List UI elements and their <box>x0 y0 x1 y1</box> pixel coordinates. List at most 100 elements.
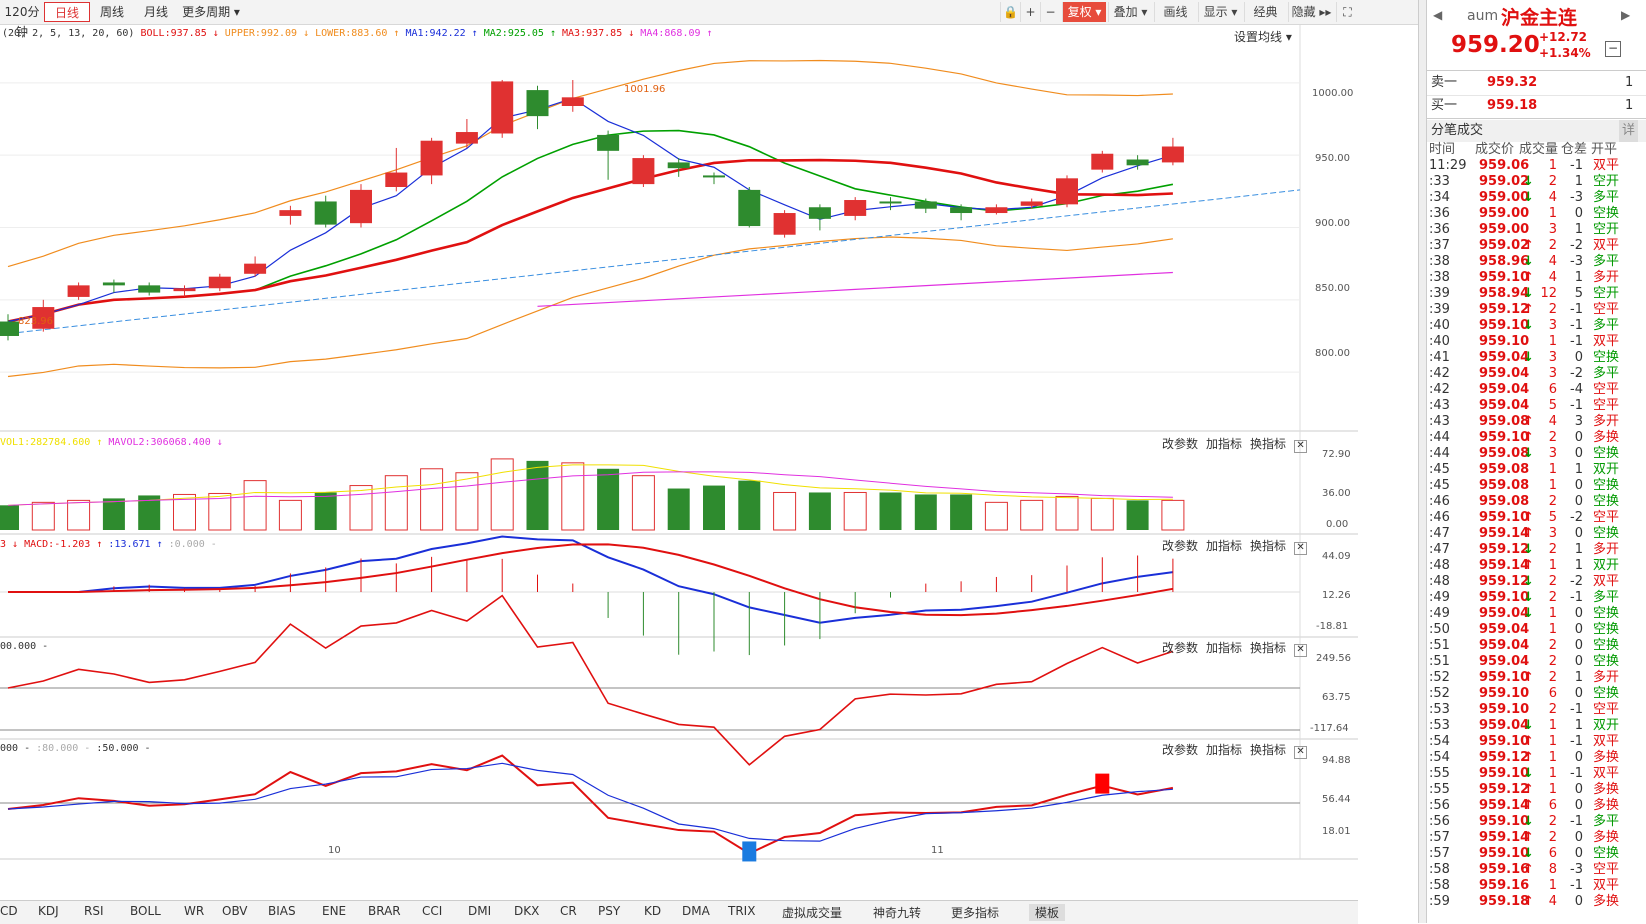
classic-button[interactable]: 经典 <box>1244 2 1286 22</box>
indicator-tab-15[interactable]: DMA <box>682 904 710 918</box>
tick-k: 双平 <box>1593 574 1620 589</box>
indicator-tab-8[interactable]: BRAR <box>368 904 401 918</box>
tick-k: 多平 <box>1593 190 1620 205</box>
ma-settings-button[interactable]: 设置均线 ▾ <box>1234 30 1292 44</box>
tick-row: :54 959.10 ↑ 1 -1 双平 <box>1427 734 1639 750</box>
indicator-tab-14[interactable]: KD <box>644 904 662 918</box>
close-icon[interactable]: ✕ <box>1294 542 1308 555</box>
tick-row: :51 959.04 2 0 空换 <box>1427 654 1639 670</box>
tick-d: 1 <box>1574 558 1583 573</box>
switch-indicator-button[interactable]: 换指标 <box>1250 641 1287 655</box>
tick-a: ↑ <box>1523 526 1534 541</box>
indicator-tab-16[interactable]: TRIX <box>728 904 756 918</box>
tick-v: 5 <box>1548 510 1557 525</box>
tick-t: :45 <box>1429 462 1450 477</box>
zoom-out-button[interactable]: − <box>1040 2 1060 22</box>
tick-k: 多开 <box>1593 270 1620 285</box>
detail-button[interactable]: 详 <box>1619 120 1639 142</box>
tick-t: :42 <box>1429 382 1450 397</box>
tab-120min[interactable]: 120分钟 <box>4 5 40 39</box>
indicator-tab-10[interactable]: DMI <box>468 904 492 918</box>
indicator-tab-7[interactable]: ENE <box>322 904 347 918</box>
tick-row: :42 959.04 6 -4 空平 <box>1427 382 1639 398</box>
tick-a: ↓ <box>1523 846 1534 861</box>
indicator-tab-17[interactable]: 虚拟成交量 <box>782 906 843 920</box>
tick-k: 双平 <box>1593 158 1620 173</box>
indicator-tab-2[interactable]: RSI <box>84 904 104 918</box>
add-indicator-button[interactable]: 加指标 <box>1206 437 1243 451</box>
hide-button[interactable]: 隐藏 ▸▸ <box>1288 2 1334 22</box>
tick-t: :44 <box>1429 430 1450 445</box>
tick-t: :54 <box>1429 734 1450 749</box>
tick-k: 空换 <box>1593 846 1620 861</box>
fullscreen-icon[interactable]: ⛶ <box>1336 2 1358 22</box>
forward-arrow-icon[interactable]: ▶ <box>1621 8 1631 22</box>
back-arrow-icon[interactable]: ◀ <box>1433 8 1443 22</box>
indicator-tab-6[interactable]: BIAS <box>268 904 296 918</box>
modify-params-button[interactable]: 改参数 <box>1162 539 1199 553</box>
add-indicator-button[interactable]: 加指标 <box>1206 641 1243 655</box>
tick-p: 959.08 <box>1479 446 1530 461</box>
tab-weekly[interactable]: 周线 <box>99 5 124 19</box>
modify-params-button[interactable]: 改参数 <box>1162 437 1199 451</box>
kline-chart[interactable]: 1000.00 950.00 900.00 850.00 800.00 1001… <box>0 25 1358 900</box>
restore-rights-button[interactable]: 复权 ▾ <box>1062 2 1106 22</box>
lock-icon[interactable]: 🔒 <box>1000 2 1020 22</box>
draw-line-button[interactable]: 画线 <box>1154 2 1196 22</box>
indicator-tab-1[interactable]: KDJ <box>38 904 59 918</box>
ma3-line <box>7 158 1173 323</box>
vol-tick-1: 72.90 <box>1322 449 1351 460</box>
indicator-tab-20[interactable]: 模板 <box>1029 904 1066 921</box>
switch-indicator-button[interactable]: 换指标 <box>1250 743 1287 757</box>
tick-a: ↓ <box>1523 190 1534 205</box>
zoom-in-button[interactable]: + <box>1020 2 1040 22</box>
tab-monthly[interactable]: 月线 <box>143 5 168 19</box>
tick-k: 空换 <box>1593 654 1620 669</box>
indicator-tab-0[interactable]: CD <box>0 904 18 918</box>
tick-d: 0 <box>1574 830 1583 845</box>
indicator-tab-5[interactable]: OBV <box>222 904 248 918</box>
tick-a: ↓ <box>1523 286 1534 301</box>
tick-p: 959.14 <box>1479 798 1530 813</box>
close-icon[interactable]: ✕ <box>1294 440 1308 453</box>
modify-params-button[interactable]: 改参数 <box>1162 641 1199 655</box>
tick-t: :51 <box>1429 638 1450 653</box>
panel-splitter[interactable] <box>1418 0 1426 923</box>
tick-t: :43 <box>1429 414 1450 429</box>
add-indicator-button[interactable]: 加指标 <box>1206 743 1243 757</box>
overlay-button[interactable]: 叠加 ▾ <box>1108 2 1152 22</box>
y-tick-1000: 1000.00 <box>1312 88 1353 99</box>
indicator-tab-19[interactable]: 更多指标 <box>951 906 1000 920</box>
close-icon[interactable]: ✕ <box>1294 746 1308 759</box>
tick-row: :43 959.08 ↑ 4 3 多开 <box>1427 414 1639 430</box>
indicator-tab-13[interactable]: PSY <box>598 904 621 918</box>
tick-list[interactable]: 11:29 959.06 1 -1 双平:33 959.02 ↓ 2 1 空开:34 959.00 ↓… <box>1427 158 1639 910</box>
quote-panel: ◀ aum 沪金主连 ▶ 959.20 +12.72 +1.34% − 卖一 9… <box>1426 0 1646 923</box>
indicator-tab-3[interactable]: BOLL <box>130 904 161 918</box>
tick-k: 双平 <box>1593 766 1620 781</box>
tab-daily[interactable]: 日线 <box>44 2 90 22</box>
indicator-tab-11[interactable]: DKX <box>514 904 540 918</box>
indicator-tab-18[interactable]: 神奇九转 <box>873 906 922 920</box>
tick-title: 分笔成交 <box>1431 123 1484 138</box>
switch-indicator-button[interactable]: 换指标 <box>1250 539 1287 553</box>
modify-params-button[interactable]: 改参数 <box>1162 743 1199 757</box>
kd-tick-3: 18.01 <box>1322 826 1351 837</box>
display-button[interactable]: 显示 ▾ <box>1198 2 1242 22</box>
indicator-tab-4[interactable]: WR <box>184 904 205 918</box>
tick-v: 1 <box>1548 558 1557 573</box>
candle-body <box>914 201 937 209</box>
volume-bar <box>455 472 479 531</box>
tab-more-periods[interactable]: 更多周期 ▾ <box>182 5 240 19</box>
tick-a: ↑ <box>1523 734 1534 749</box>
indicator-tab-12[interactable]: CR <box>560 904 577 918</box>
volume-bar <box>808 492 831 530</box>
switch-indicator-button[interactable]: 换指标 <box>1250 437 1287 451</box>
tick-d: 0 <box>1574 430 1583 445</box>
collapse-icon[interactable]: − <box>1605 41 1621 57</box>
indicator-tab-9[interactable]: CCI <box>422 904 443 918</box>
add-indicator-button[interactable]: 加指标 <box>1206 539 1243 553</box>
close-icon[interactable]: ✕ <box>1294 644 1308 657</box>
tick-a: ↑ <box>1523 430 1534 445</box>
tick-row: :59 959.18 ↑ 4 0 多换 <box>1427 894 1639 910</box>
